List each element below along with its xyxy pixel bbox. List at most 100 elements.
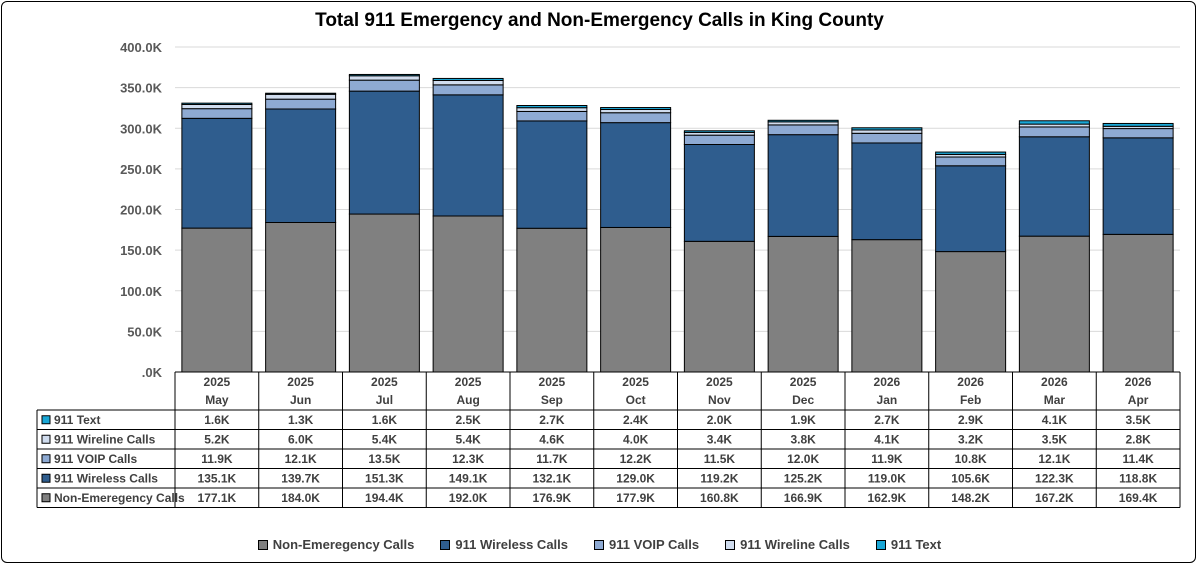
data-label: 192.0K bbox=[449, 491, 488, 505]
y-tick-label: 300.0K bbox=[120, 121, 163, 136]
legend-label: 911 Text bbox=[890, 537, 942, 552]
data-label: 2.7K bbox=[874, 413, 900, 427]
data-label: 11.7K bbox=[536, 452, 568, 466]
table-legend-key bbox=[41, 454, 51, 464]
bar-segment bbox=[600, 226, 672, 373]
x-tick-month: Aug bbox=[456, 393, 479, 407]
table-legend-key bbox=[41, 493, 51, 503]
data-label: 10.8K bbox=[955, 452, 987, 466]
data-label: 3.2K bbox=[958, 432, 984, 446]
bar-segment bbox=[432, 79, 504, 86]
legend-label: Non-Emeregency Calls bbox=[272, 537, 415, 552]
data-label: 2.5K bbox=[455, 413, 481, 427]
x-tick-year: 2025 bbox=[371, 375, 398, 389]
bar-segment bbox=[935, 151, 1007, 155]
bar-segment bbox=[181, 117, 253, 229]
data-label: 12.1K bbox=[1038, 452, 1070, 466]
y-tick-label: 100.0K bbox=[120, 284, 163, 299]
bar-segment bbox=[1102, 128, 1174, 139]
data-label: 129.0K bbox=[616, 471, 655, 485]
bar-segment bbox=[683, 144, 755, 242]
chart-title: Total 911 Emergency and Non-Emergency Ca… bbox=[315, 10, 884, 31]
x-tick-year: 2025 bbox=[790, 375, 817, 389]
data-label: 177.9K bbox=[616, 491, 655, 505]
bar-segment bbox=[432, 94, 504, 217]
x-tick-year: 2025 bbox=[204, 375, 231, 389]
bar-segment bbox=[935, 165, 1007, 253]
legend-swatch bbox=[725, 539, 736, 550]
x-tick-month: Oct bbox=[626, 393, 646, 407]
x-tick-month: Feb bbox=[960, 393, 981, 407]
x-tick-month: Jul bbox=[376, 393, 393, 407]
x-tick-year: 2025 bbox=[622, 375, 649, 389]
x-tick-year: 2025 bbox=[539, 375, 566, 389]
bar-segment bbox=[432, 77, 504, 81]
legend-item: 911 Text bbox=[875, 537, 942, 552]
bar-segment bbox=[767, 235, 839, 373]
y-tick-label: 50.0K bbox=[127, 324, 162, 339]
bar-segment bbox=[265, 92, 337, 95]
bar-segment bbox=[516, 227, 588, 373]
data-label: 3.5K bbox=[1042, 432, 1068, 446]
data-label: 125.2K bbox=[784, 471, 823, 485]
data-label: 176.9K bbox=[533, 491, 572, 505]
data-label: 2.7K bbox=[539, 413, 565, 427]
bar-segment bbox=[851, 239, 923, 373]
bar-segment bbox=[851, 142, 923, 241]
data-label: 5.4K bbox=[372, 432, 398, 446]
data-label: 3.8K bbox=[790, 432, 816, 446]
x-tick-year: 2026 bbox=[874, 375, 901, 389]
table-row-label: 911 Text bbox=[54, 413, 100, 427]
data-label: 3.5K bbox=[1125, 413, 1151, 427]
data-label: 132.1K bbox=[533, 471, 572, 485]
legend-swatch bbox=[440, 539, 451, 550]
bar-segment bbox=[1102, 233, 1174, 373]
data-label: 2.9K bbox=[958, 413, 984, 427]
data-label: 184.0K bbox=[281, 491, 320, 505]
x-tick-month: Jan bbox=[877, 393, 898, 407]
data-label: 5.4K bbox=[455, 432, 481, 446]
data-label: 177.1K bbox=[198, 491, 237, 505]
data-label: 12.3K bbox=[452, 452, 484, 466]
y-tick-label: 400.0K bbox=[120, 40, 163, 55]
data-label: 11.9K bbox=[201, 452, 233, 466]
x-tick-year: 2025 bbox=[706, 375, 733, 389]
bar-segment bbox=[348, 213, 420, 373]
data-label: 194.4K bbox=[365, 491, 404, 505]
table-row-label: 911 VOIP Calls bbox=[54, 452, 137, 466]
y-tick-label: .0K bbox=[142, 365, 163, 380]
x-tick-year: 2026 bbox=[1125, 375, 1152, 389]
data-label: 5.2K bbox=[204, 432, 230, 446]
bar-segment bbox=[348, 73, 420, 77]
bar-segment bbox=[348, 75, 420, 81]
bar-segment bbox=[600, 107, 672, 110]
bar-segment bbox=[516, 110, 588, 122]
bar-segment bbox=[1018, 126, 1090, 138]
bar-segment bbox=[516, 107, 588, 112]
bar-segment bbox=[851, 127, 923, 131]
x-tick-year: 2026 bbox=[957, 375, 984, 389]
legend-item: 911 Wireless Calls bbox=[440, 537, 568, 552]
bar-segment bbox=[181, 103, 253, 110]
bar-segment bbox=[600, 122, 672, 228]
table-row-label: Non-Emeregency Calls bbox=[54, 491, 185, 505]
table-row-label: 911 Wireline Calls bbox=[54, 432, 156, 446]
x-tick-month: Sep bbox=[541, 393, 563, 407]
table-legend-key bbox=[41, 434, 51, 444]
bar-segment bbox=[767, 119, 839, 123]
data-label: 160.8K bbox=[700, 491, 739, 505]
data-label: 105.6K bbox=[951, 471, 990, 485]
y-tick-label: 350.0K bbox=[120, 81, 163, 96]
bar-segment bbox=[516, 120, 588, 229]
x-tick-year: 2026 bbox=[1041, 375, 1068, 389]
data-label: 169.4K bbox=[1119, 491, 1158, 505]
bar-segment bbox=[432, 84, 504, 96]
data-label: 1.3K bbox=[288, 413, 314, 427]
data-label: 2.0K bbox=[707, 413, 733, 427]
bar-segment bbox=[265, 108, 337, 223]
y-tick-label: 250.0K bbox=[120, 162, 163, 177]
data-label: 4.1K bbox=[1042, 413, 1068, 427]
data-label: 2.4K bbox=[623, 413, 649, 427]
bar-segment bbox=[181, 102, 253, 105]
data-label: 166.9K bbox=[784, 491, 823, 505]
